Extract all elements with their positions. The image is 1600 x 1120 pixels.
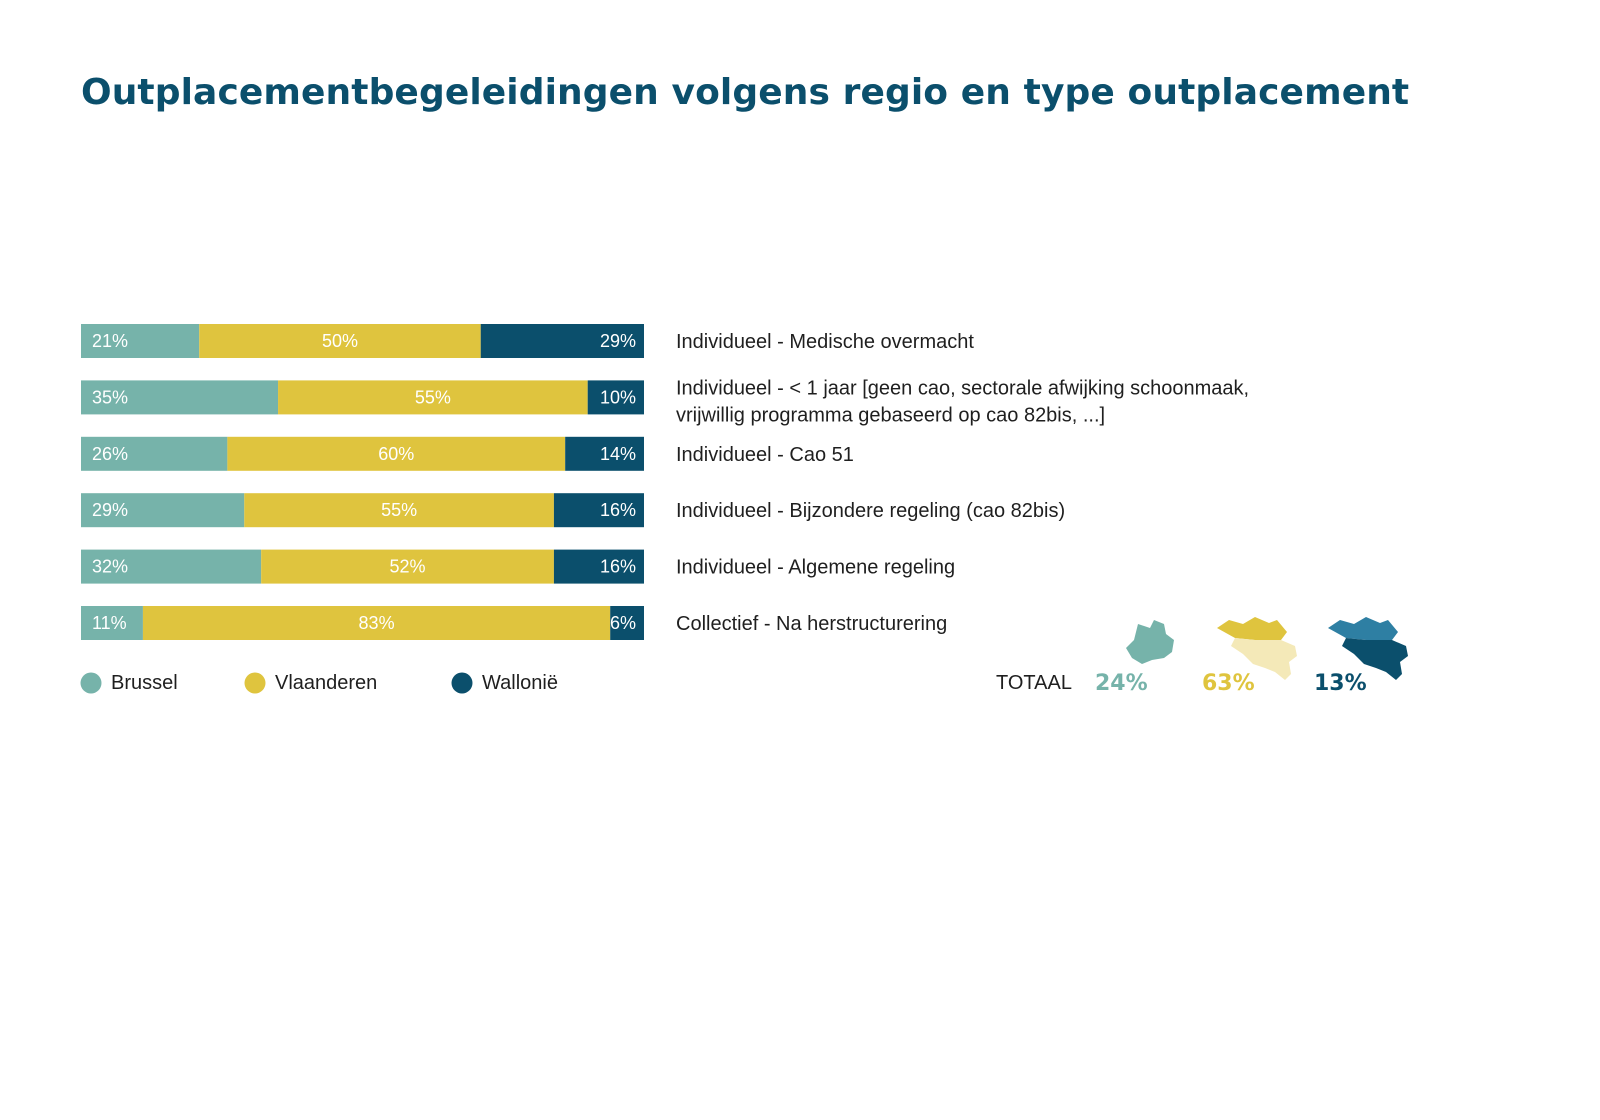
bar-segment-vlaanderen bbox=[142, 606, 611, 640]
legend-swatch bbox=[451, 672, 473, 694]
category-label: Collectief - Na herstructurering bbox=[676, 613, 947, 635]
category-label: Individueel - Medische overmacht bbox=[676, 331, 974, 353]
legend-label: Vlaanderen bbox=[275, 672, 377, 694]
data-label: 6% bbox=[610, 613, 636, 633]
data-label: 83% bbox=[359, 613, 395, 633]
bar-segment-vlaanderen bbox=[278, 380, 588, 415]
data-label: 11% bbox=[92, 613, 127, 633]
bar-segment-vlaanderen bbox=[261, 549, 554, 584]
legend-item-brussel: Brussel bbox=[80, 672, 178, 694]
data-label: 29% bbox=[600, 331, 636, 351]
data-label: 55% bbox=[381, 500, 417, 520]
data-label: 16% bbox=[600, 500, 636, 520]
bar-segment-brussel bbox=[81, 436, 228, 471]
bar-segment-wallonië bbox=[565, 436, 644, 471]
category-label: Individueel - Bijzondere regeling (cao 8… bbox=[676, 500, 1065, 522]
legend-swatch bbox=[244, 672, 266, 694]
legend-item-vlaanderen: Vlaanderen bbox=[244, 672, 377, 694]
legend-swatch bbox=[80, 672, 102, 694]
bar-segment-vlaanderen bbox=[244, 493, 554, 528]
brussels-shape bbox=[1126, 620, 1174, 664]
flanders-shape bbox=[1217, 617, 1287, 640]
data-label: 26% bbox=[92, 444, 128, 464]
data-label: 55% bbox=[415, 387, 451, 407]
data-label: 35% bbox=[92, 387, 128, 407]
data-label: 29% bbox=[92, 500, 128, 520]
data-label: 14% bbox=[600, 444, 636, 464]
total-value-vlaanderen: 63% bbox=[1202, 671, 1255, 696]
legend: Brussel Vlaanderen Wallonië bbox=[80, 672, 558, 694]
data-label: 16% bbox=[600, 557, 636, 577]
bar-segment-brussel bbox=[81, 549, 262, 584]
wallonia-shape bbox=[1342, 638, 1408, 680]
bar-row: 32% 52% 16% bbox=[81, 549, 644, 584]
total-value-brussel: 24% bbox=[1095, 671, 1148, 696]
bar-segment-wallonië bbox=[610, 606, 644, 640]
totals-label: TOTAAL bbox=[996, 672, 1072, 694]
flanders-map-icon bbox=[1217, 617, 1297, 680]
brussels-map-icon bbox=[1126, 620, 1174, 664]
bar-segment-wallonië bbox=[587, 380, 644, 415]
bar-segment-wallonië bbox=[553, 493, 644, 528]
bar-row: 21% 50% 29% bbox=[81, 324, 644, 358]
bar-segment-vlaanderen bbox=[227, 436, 566, 471]
bar-segment-brussel bbox=[81, 493, 245, 528]
bar-segment-wallonië bbox=[553, 549, 644, 584]
category-label: Individueel - Cao 51 bbox=[676, 444, 854, 466]
legend-label: Wallonië bbox=[482, 672, 558, 694]
data-label: 50% bbox=[322, 331, 358, 351]
bars-group: 21% 50% 29% 35% 55% 10% 26% 60% 14% 29% 55% 16% 32% 5… bbox=[81, 324, 644, 640]
wallonia-shape bbox=[1231, 638, 1297, 680]
bar-segment-vlaanderen bbox=[199, 324, 481, 358]
data-label: 21% bbox=[92, 331, 128, 351]
legend-label: Brussel bbox=[111, 672, 178, 694]
bar-row: 35% 55% 10% bbox=[81, 380, 644, 415]
flanders-shape bbox=[1328, 617, 1398, 640]
data-label: 32% bbox=[92, 557, 128, 577]
data-label: 60% bbox=[378, 444, 414, 464]
legend-item-wallonië: Wallonië bbox=[451, 672, 558, 694]
category-labels: Individueel - Medische overmacht Individu… bbox=[676, 331, 1249, 635]
totals-section: TOTAAL 24% 63% 13% bbox=[996, 617, 1408, 696]
category-label: Individueel - < 1 jaar [geen cao, sector… bbox=[676, 377, 1249, 399]
bar-row: 26% 60% 14% bbox=[81, 436, 644, 471]
data-label: 52% bbox=[390, 557, 426, 577]
category-label: vrijwillig programma gebaseerd op cao 82… bbox=[676, 404, 1105, 426]
bar-segment-wallonië bbox=[480, 324, 644, 358]
bar-row: 29% 55% 16% bbox=[81, 493, 644, 528]
total-value-wallonië: 13% bbox=[1314, 671, 1367, 696]
data-label: 10% bbox=[600, 387, 636, 407]
bar-segment-brussel bbox=[81, 324, 200, 358]
chart-title: Outplacementbegeleidingen volgens regio … bbox=[81, 72, 1410, 113]
category-label: Individueel - Algemene regeling bbox=[676, 557, 955, 579]
bar-segment-brussel bbox=[81, 380, 279, 415]
bar-row: 11% 83% 6% bbox=[81, 606, 644, 640]
wallonia-map-icon bbox=[1328, 617, 1408, 680]
bar-segment-brussel bbox=[81, 606, 143, 640]
